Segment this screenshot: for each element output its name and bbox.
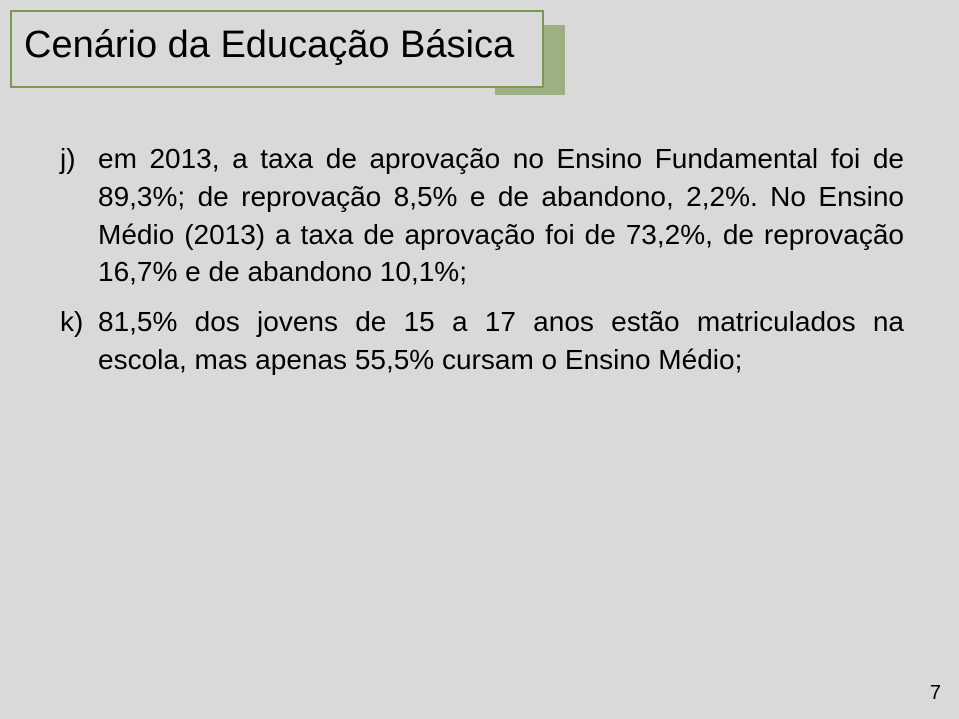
list-item: j) em 2013, a taxa de aprovação no Ensin… (60, 140, 904, 291)
list-text: 81,5% dos jovens de 15 a 17 anos estão m… (98, 303, 904, 379)
slide: Cenário da Educação Básica j) em 2013, a… (0, 0, 959, 719)
title-box: Cenário da Educação Básica (10, 10, 544, 88)
page-number: 7 (930, 682, 941, 705)
list-marker: k) (60, 303, 98, 341)
slide-title: Cenário da Educação Básica (24, 24, 514, 66)
body-text: j) em 2013, a taxa de aprovação no Ensin… (60, 140, 904, 391)
bullet-list: j) em 2013, a taxa de aprovação no Ensin… (60, 140, 904, 379)
list-marker: j) (60, 140, 98, 178)
list-text: em 2013, a taxa de aprovação no Ensino F… (98, 140, 904, 291)
list-item: k) 81,5% dos jovens de 15 a 17 anos estã… (60, 303, 904, 379)
